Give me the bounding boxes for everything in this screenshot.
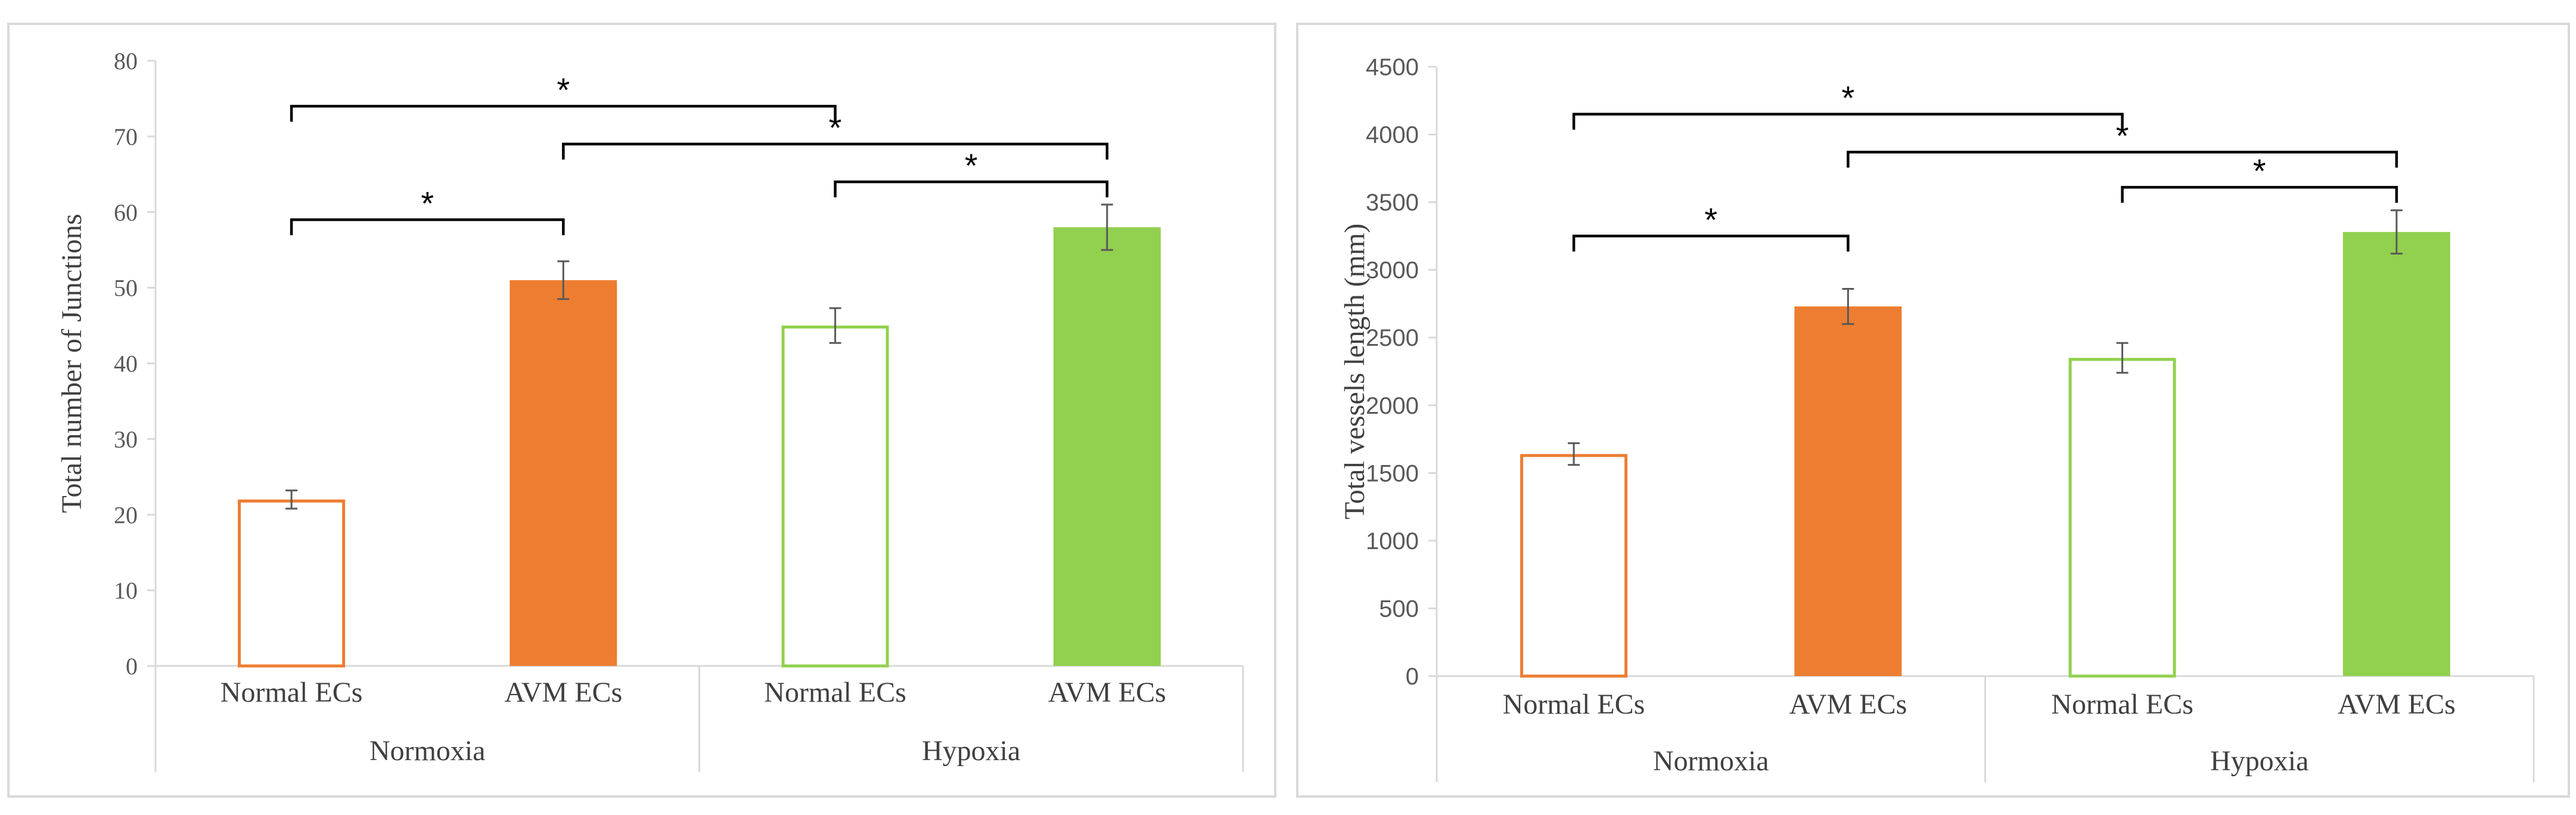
significance-bracket	[1572, 234, 1850, 252]
y-tick-label: 30	[114, 426, 138, 453]
bar	[2068, 358, 2176, 678]
y-tick-label: 0	[1406, 664, 1419, 690]
junctions-chart: 0 10 20 30 40 50 60 70 80 Total number of Junctio…	[56, 48, 1244, 772]
category-label: AVM ECs	[1789, 689, 1907, 720]
significance-bracket	[290, 104, 837, 122]
significance-star: *	[1841, 79, 1854, 116]
vessel-length-chart-panel: 0 500 1000 1500 2000 2500 3000 3500 4000 4500 Tota…	[1296, 23, 2570, 798]
significance-bracket	[562, 142, 1109, 160]
group-label: Hypoxia	[2210, 745, 2308, 777]
y-tick-label: 10	[114, 577, 138, 604]
category-label: AVM ECs	[504, 677, 622, 708]
significance-star: *	[829, 109, 842, 147]
bar	[1794, 306, 1902, 676]
bar	[1520, 454, 1628, 678]
significance-bracket	[2121, 185, 2398, 203]
y-tick-label: 3500	[1366, 190, 1419, 216]
significance-bracket	[1572, 113, 2124, 130]
category-label: Normal ECs	[1503, 689, 1645, 720]
category-label: AVM ECs	[2338, 689, 2456, 720]
y-tick-label: 1000	[1366, 528, 1419, 554]
y-tick-label: 1500	[1366, 460, 1419, 486]
significance-star: *	[421, 184, 434, 222]
group-label: Normoxia	[369, 735, 486, 767]
significance-star: *	[2116, 117, 2129, 154]
y-tick-label: 500	[1379, 596, 1419, 622]
y-tick-label: 70	[114, 123, 138, 150]
bar	[2342, 232, 2450, 676]
y-tick-label: 4000	[1366, 122, 1419, 148]
y-tick-label: 0	[126, 653, 138, 680]
significance-bracket	[834, 180, 1109, 197]
bar	[509, 280, 617, 666]
y-tick-label: 80	[114, 48, 138, 75]
y-axis-title: Total vessels length (mm)	[1339, 224, 1371, 520]
group-label: Hypoxia	[922, 735, 1020, 767]
y-tick-label: 60	[114, 199, 138, 226]
category-label: AVM ECs	[1048, 677, 1166, 708]
vessel-length-chart: 0 500 1000 1500 2000 2500 3000 3500 4000 4500 Tota…	[1339, 54, 2535, 782]
bar	[781, 326, 889, 668]
y-tick-label: 2500	[1366, 325, 1419, 351]
significance-star: *	[965, 147, 978, 184]
significance-star: *	[2253, 152, 2266, 190]
y-tick-label: 2000	[1366, 393, 1419, 419]
y-tick-label: 20	[114, 501, 138, 528]
junctions-chart-panel: 0 10 20 30 40 50 60 70 80 Total number of Junctio…	[7, 23, 1276, 798]
y-tick-label: 4500	[1366, 54, 1419, 80]
y-tick-label: 50	[114, 275, 138, 302]
category-label: Normal ECs	[2051, 689, 2193, 720]
y-tick-label: 40	[114, 351, 138, 377]
significance-bracket	[290, 218, 565, 235]
y-axis-title: Total number of Junctions	[56, 214, 88, 513]
bar	[238, 499, 346, 668]
category-label: Normal ECs	[764, 677, 906, 708]
significance-star: *	[557, 71, 570, 109]
y-tick-label: 3000	[1366, 258, 1419, 284]
group-label: Normoxia	[1653, 745, 1769, 777]
bar	[1053, 227, 1161, 666]
category-label: Normal ECs	[220, 677, 363, 708]
significance-star: *	[1704, 201, 1717, 238]
significance-bracket	[1847, 150, 2398, 168]
